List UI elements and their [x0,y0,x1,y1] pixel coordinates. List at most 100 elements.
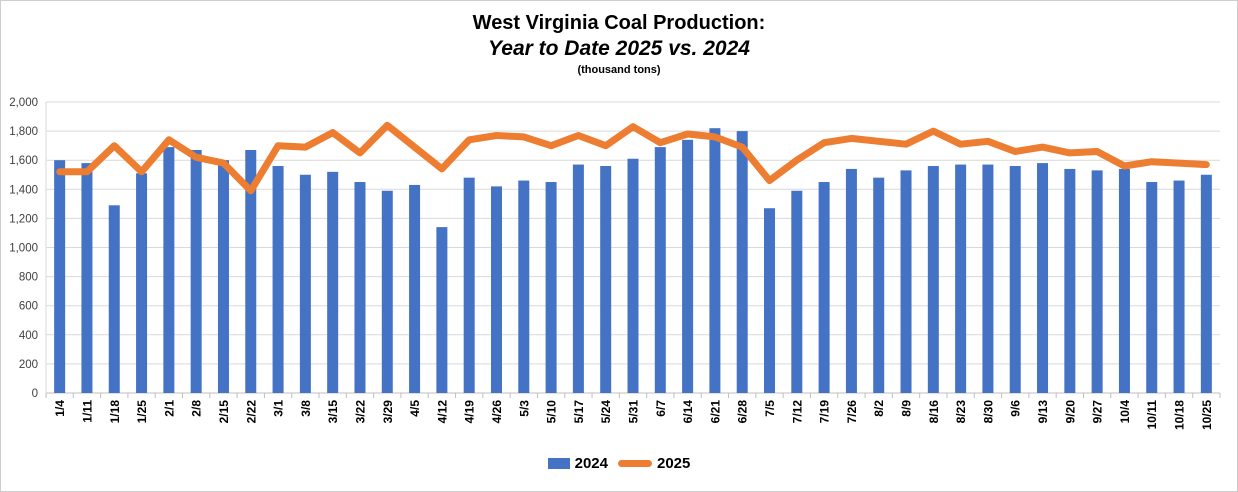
y-tick-label: 400 [19,330,38,342]
x-tick-label: 4/19 [463,400,477,424]
x-tick-label: 3/22 [353,400,367,424]
x-tick-label: 8/2 [872,400,886,417]
legend-label-2025: 2025 [657,455,691,472]
x-tick-label: 2/1 [162,400,176,417]
x-tick-label: 10/18 [1173,400,1187,430]
x-tick-label: 2/22 [244,400,258,424]
bar-2024-7/26 [845,168,857,393]
y-tick-label: 1,800 [9,126,38,138]
x-tick-label: 3/8 [299,400,313,417]
bar-2024-4/12 [436,227,448,393]
bar-2024-9/20 [1064,168,1076,393]
x-tick-label: 6/28 [736,400,750,424]
x-tick-label: 5/10 [545,400,559,424]
bar-2024-10/11 [1146,182,1158,393]
bar-2024-3/29 [381,190,393,393]
bar-2024-5/3 [518,180,530,393]
bar-2024-9/6 [1009,166,1021,393]
x-tick-label: 10/4 [1118,400,1132,424]
x-tick-label: 5/31 [627,400,641,424]
x-tick-label: 7/5 [763,400,777,417]
bar-2024-8/30 [982,164,994,393]
x-tick-label: 5/3 [517,400,531,417]
x-tick-label: 7/26 [845,400,859,424]
x-tick-label: 3/29 [381,400,395,424]
bar-2024-3/1 [272,166,284,393]
bar-2024-5/17 [572,164,584,393]
x-tick-label: 7/12 [790,400,804,424]
bar-2024-4/19 [463,177,475,393]
x-tick-label: 4/26 [490,400,504,424]
bar-2024-7/19 [818,182,830,393]
x-tick-label: 8/30 [981,400,995,424]
x-tick-label: 10/11 [1145,400,1159,430]
x-tick-label: 10/25 [1200,400,1214,430]
legend-bar-swatch-icon [547,458,570,469]
legend-label-2024: 2024 [574,455,608,472]
y-tick-label: 800 [19,272,38,284]
x-tick-label: 9/13 [1036,400,1050,424]
bar-2024-8/2 [873,177,885,393]
line-2025 [56,121,1210,195]
x-tick-label: 9/20 [1063,400,1077,424]
bar-2024-8/23 [955,164,967,393]
bar-2024-9/27 [1091,170,1103,393]
bar-2024-3/15 [327,171,339,393]
x-tick-label: 4/12 [435,400,449,424]
x-tick-label: 8/9 [900,400,914,417]
x-tick-label: 5/17 [572,400,586,424]
x-tick-label: 8/16 [927,400,941,424]
x-tick-label: 3/1 [272,400,286,417]
bar-2024-1/4 [54,160,66,393]
bar-2024-5/31 [627,158,639,393]
x-tick-label: 1/4 [53,400,67,417]
bar-2024-4/5 [409,184,421,393]
x-tick-label: 3/15 [326,400,340,424]
x-tick-label: 9/6 [1009,400,1023,417]
bar-2024-2/8 [190,150,202,393]
bar-2024-8/9 [900,170,912,393]
bar-2024-6/14 [682,139,694,393]
legend-line-swatch-icon [618,460,652,467]
x-tick-label: 9/27 [1091,400,1105,424]
y-tick-label: 600 [19,301,38,313]
legend-item-2024: 2024 [547,455,608,472]
bar-2024-6/7 [654,147,666,393]
y-tick-label: 200 [19,359,38,371]
bar-2024-8/16 [927,166,939,393]
bar-2024-2/1 [163,147,175,393]
x-tick-label: 1/18 [108,400,122,424]
x-tick-label: 2/15 [217,400,231,424]
y-tick-label: 1,000 [9,243,38,255]
bar-2024-5/10 [545,182,557,393]
y-tick-label: 1,600 [9,155,38,167]
bar-2024-10/18 [1173,180,1185,393]
bar-2024-10/4 [1118,168,1130,393]
x-tick-label: 4/5 [408,400,422,417]
x-tick-label: 7/19 [818,400,832,424]
bar-2024-3/22 [354,182,366,393]
bar-2024-2/15 [217,160,229,393]
legend: 2024 2025 [1,455,1237,472]
y-tick-label: 0 [32,388,38,400]
bar-2024-2/22 [245,150,257,393]
bar-2024-6/21 [709,128,721,393]
legend-item-2025: 2025 [618,455,690,472]
x-tick-label: 2/8 [190,400,204,417]
x-tick-label: 5/24 [599,400,613,424]
bar-2024-10/25 [1200,174,1212,393]
bar-2024-1/25 [136,173,148,393]
x-tick-label: 6/14 [681,400,695,424]
x-tick-label: 1/25 [135,400,149,424]
bar-2024-4/26 [490,186,502,393]
y-tick-label: 1,200 [9,213,38,225]
bar-2024-5/24 [600,166,612,393]
x-tick-label: 6/21 [708,400,722,424]
x-tick-label: 6/7 [654,400,668,417]
bar-2024-6/28 [736,131,748,393]
bar-2024-1/18 [108,205,120,393]
x-tick-label: 1/11 [80,400,94,423]
y-tick-label: 2,000 [9,97,38,109]
